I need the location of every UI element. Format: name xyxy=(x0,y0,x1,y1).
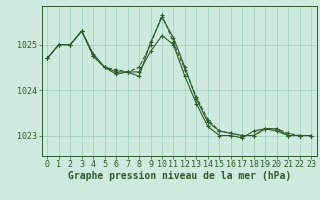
X-axis label: Graphe pression niveau de la mer (hPa): Graphe pression niveau de la mer (hPa) xyxy=(68,171,291,181)
